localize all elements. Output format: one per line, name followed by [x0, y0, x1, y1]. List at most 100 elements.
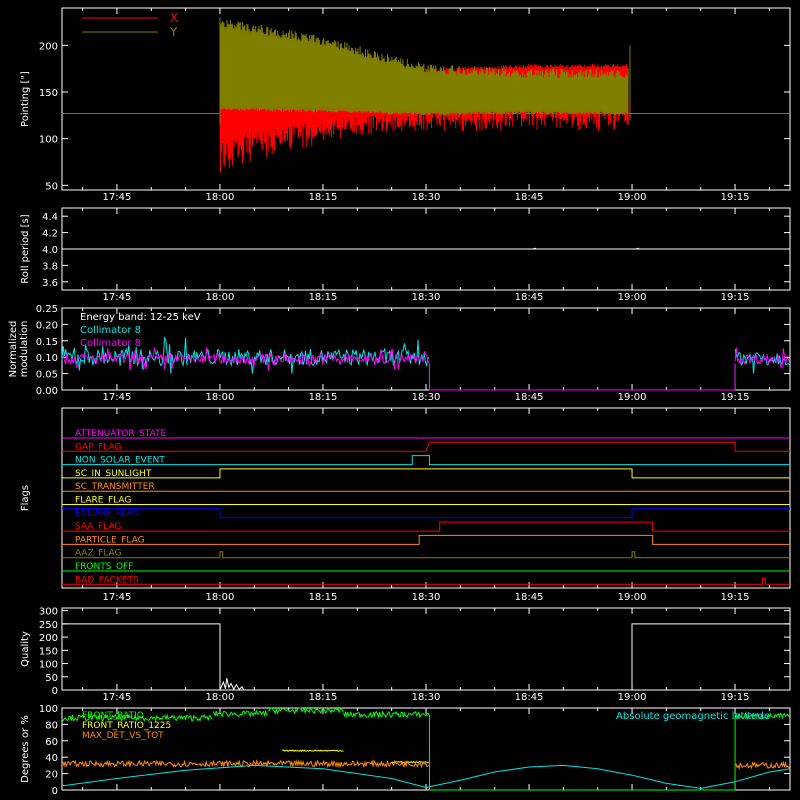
flags-xtick-label: 18:30: [412, 592, 441, 603]
modulation-xtick-label: 19:15: [721, 392, 750, 403]
roll-xtick-label: 19:15: [721, 292, 750, 303]
flags-xtick-label: 17:45: [103, 592, 132, 603]
pointing-xtick-label: 18:15: [309, 192, 338, 203]
pointing-ytick-label: 200: [39, 41, 58, 52]
pointing-xtick-label: 19:15: [721, 192, 750, 203]
modulation-ytick-label: 0.25: [36, 304, 58, 315]
ratios-ylabel: Degrees or %: [20, 715, 31, 783]
ratios-series-front-ratio-1225: [281, 749, 429, 764]
roll-ytick-label: 4.2: [42, 229, 58, 240]
roll-ytick-label: 4.4: [42, 212, 58, 223]
pointing-xtick-label: 19:00: [618, 192, 647, 203]
modulation-ytick-label: 0.20: [36, 320, 58, 331]
flags-frame: [61, 407, 791, 589]
modulation-xtick-label: 18:45: [515, 392, 544, 403]
ratios-legend-label: MAX_DET_VS_TOT: [82, 731, 164, 741]
roll-ytick-label: 3.6: [42, 278, 58, 289]
flag-label: ATTENUATOR_STATE: [75, 429, 167, 439]
roll-ylabel: Roll period [s]: [20, 214, 31, 283]
flag-trace: [62, 455, 790, 466]
modulation-ylabel-line: Normalized: [8, 321, 19, 378]
pointing-ytick-label: 150: [39, 88, 58, 99]
quality-xtick-label: 18:45: [515, 692, 544, 703]
flag-label: SC_TRANSMITTER: [75, 482, 155, 492]
roll-xtick-label: 18:00: [206, 292, 235, 303]
pointing-legend-label: X: [170, 11, 178, 25]
modulation-ytick-label: 0.15: [36, 337, 58, 348]
flag-label: AAZ_FLAG: [75, 549, 122, 559]
roll-ytick-label: 4.0: [42, 245, 58, 256]
quality-xtick-label: 19:00: [618, 692, 647, 703]
modulation-energy-band: Energy band: 12-25 keV: [80, 312, 201, 323]
roll-xtick-label: 19:00: [618, 292, 647, 303]
pointing-xtick-label: 17:45: [103, 192, 132, 203]
modulation-xtick-label: 18:15: [309, 392, 338, 403]
modulation-ytick-label: 0.05: [36, 370, 58, 381]
modulation-xtick-label: 18:00: [206, 392, 235, 403]
modulation-xtick-label: 17:45: [103, 392, 132, 403]
quality-xtick-label: 17:45: [103, 692, 132, 703]
roll-xtick-label: 18:30: [412, 292, 441, 303]
pointing-xtick-label: 18:00: [206, 192, 235, 203]
modulation-gap: [428, 363, 736, 391]
quality-xtick-label: 19:15: [721, 692, 750, 703]
quality-frame: [61, 607, 791, 691]
modulation-legend-label: Collimator 8: [80, 338, 141, 349]
flag-label: FRONTS_OFF: [75, 562, 133, 572]
flags-xtick-label: 19:00: [618, 592, 647, 603]
quality-ytick-label: 150: [39, 646, 58, 657]
flag-trace: [62, 577, 790, 585]
quality-ytick-label: 250: [39, 620, 58, 631]
flags-xtick-label: 18:00: [206, 592, 235, 603]
flag-label: NON_SOLAR_EVENT: [75, 456, 165, 466]
roll-xtick-label: 17:45: [103, 292, 132, 303]
flag-label: SC_IN_SUNLIGHT: [75, 469, 152, 479]
quality-ytick-label: 0: [52, 686, 58, 697]
quality-ytick-label: 50: [45, 673, 58, 684]
modulation-series: [61, 347, 790, 371]
quality-ylabel: Quality: [20, 631, 31, 667]
flags-xtick-label: 19:15: [721, 592, 750, 603]
pointing-ylabel: Pointing ["]: [20, 71, 31, 127]
ratios-series-max-det-vs-tot: [61, 759, 791, 770]
roll-blip: [635, 247, 640, 250]
quality-xtick-label: 18:00: [206, 692, 235, 703]
flag-label: ECLIPSE_FLAG: [75, 509, 139, 519]
modulation-gap: [428, 363, 736, 391]
modulation-ylabel: Normalizedmodulation: [8, 321, 30, 378]
flags-xtick-label: 18:15: [309, 592, 338, 603]
ratios-ytick-label: 20: [45, 770, 58, 781]
ratios-ytick-label: 80: [45, 720, 58, 731]
flags-xtick-label: 18:45: [515, 592, 544, 603]
modulation-xtick-label: 18:30: [412, 392, 441, 403]
modulation-xtick-label: 19:00: [618, 392, 647, 403]
flag-label: SAA_FLAG: [75, 522, 121, 532]
quality-ytick-label: 300: [39, 607, 58, 618]
modulation-ytick-label: 0.00: [36, 386, 58, 397]
ratios-ytick-label: 40: [45, 753, 58, 764]
flag-trace: [62, 508, 790, 519]
ratios-series-absolute-geomagnetic-latitude: [61, 764, 791, 789]
flag-label: BAD_PACKETS: [75, 575, 139, 585]
modulation-legend-label: Collimator 8: [80, 325, 141, 336]
ratios-legend-label: FRONT_RATIO: [82, 711, 144, 721]
quality-ytick-label: 200: [39, 633, 58, 644]
ratios-ytick-label: 100: [39, 704, 58, 715]
ratios-ytick-label: 60: [45, 737, 58, 748]
pointing-series-y: [219, 19, 629, 116]
ratios-legend-label: FRONT_RATIO_1225: [82, 721, 171, 731]
ratios-annotation: Absolute geomagnetic latitude: [616, 711, 770, 722]
ratios-series-front-ratio: [61, 706, 790, 791]
pointing-legend-label: Y: [169, 25, 178, 39]
pointing-xtick-label: 18:30: [412, 192, 441, 203]
roll-xtick-label: 18:15: [309, 292, 338, 303]
flag-label: FLARE_FLAG: [75, 496, 131, 506]
roll-blip: [532, 247, 537, 250]
modulation-ytick-label: 0.10: [36, 353, 58, 364]
pointing-xtick-label: 18:45: [515, 192, 544, 203]
quality-xtick-label: 18:30: [412, 692, 441, 703]
flag-trace: [62, 521, 790, 532]
pointing-ytick-label: 100: [39, 135, 58, 146]
flag-trace: [62, 468, 790, 479]
